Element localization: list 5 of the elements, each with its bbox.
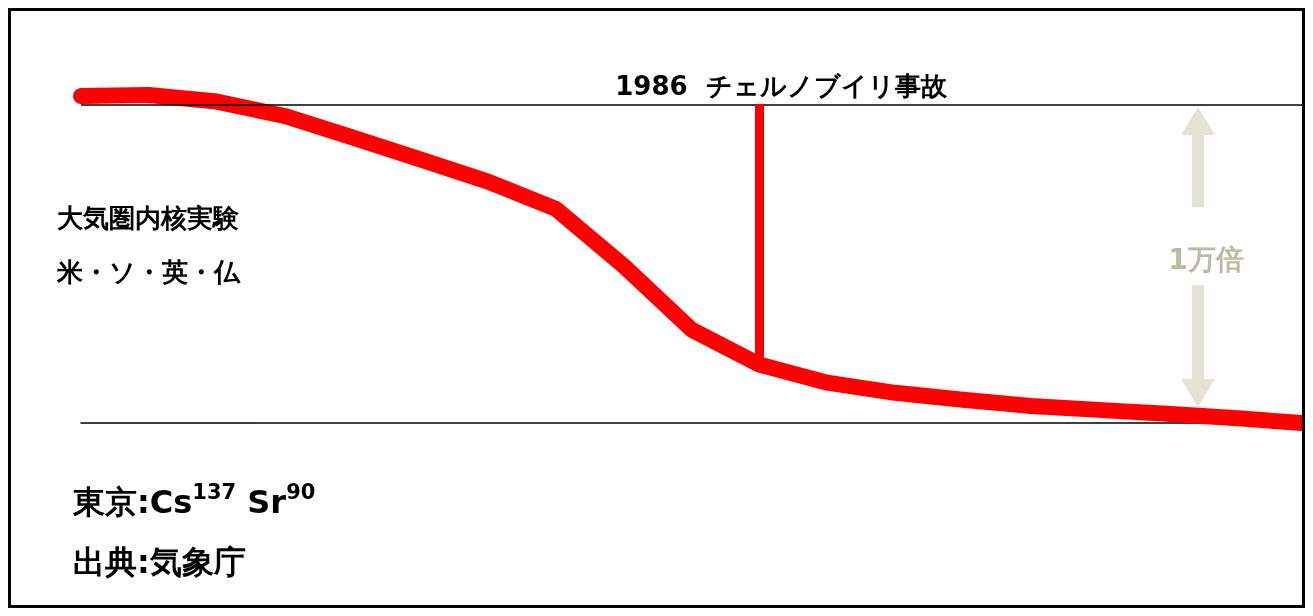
source-note: 出典:気象庁 — [73, 542, 246, 581]
annotation: 1986 チェルノブイリ事故 — [615, 70, 948, 101]
annotation: 1万倍 — [1168, 242, 1244, 276]
annotation: 米・ソ・英・仏 — [56, 256, 241, 287]
annotation: 大気圏内核実験 — [57, 202, 240, 233]
